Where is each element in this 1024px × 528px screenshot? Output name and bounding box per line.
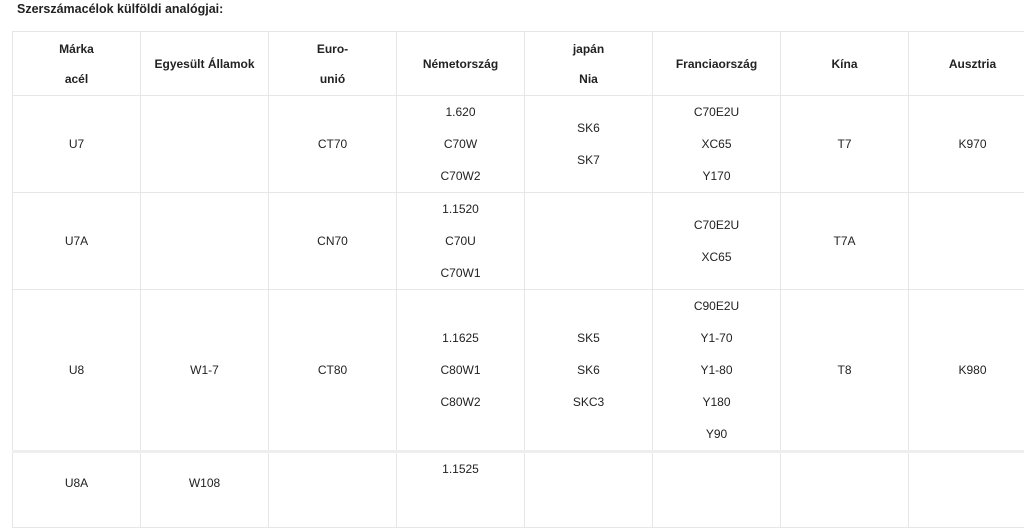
cell-value: Y170	[657, 160, 776, 192]
table-cell: K980	[909, 290, 1024, 452]
column-header: Ausztria	[909, 32, 1024, 96]
cell-value: W1-7	[145, 354, 264, 386]
cell-value: W108	[145, 467, 264, 499]
column-header: Egyesült Államok	[141, 32, 269, 96]
table-cell: CT70	[269, 96, 397, 193]
cell-value: U8	[17, 354, 136, 386]
cell-value: 1.1525	[401, 453, 520, 485]
cell-value: C70U	[401, 225, 520, 257]
header-text: Kína	[785, 49, 904, 79]
cell-value: CN70	[273, 225, 392, 257]
cell-value: U7	[17, 128, 136, 160]
cell-value: SK6	[529, 354, 648, 386]
cell-value: Y1-80	[657, 354, 776, 386]
table-cell: U7	[13, 96, 141, 193]
table-cell	[653, 452, 781, 528]
cell-value: C70W1	[401, 257, 520, 289]
table-cell: CN70	[269, 193, 397, 290]
page-title: Szerszámacélok külföldi analógjai:	[17, 0, 223, 18]
table-cell	[781, 452, 909, 528]
table-cell	[525, 452, 653, 528]
cell-value: SK7	[529, 144, 648, 176]
table-cell: 1.1525	[397, 452, 525, 528]
table-cell: W108	[141, 452, 269, 528]
column-header: Kína	[781, 32, 909, 96]
header-text: Ausztria	[913, 49, 1024, 79]
table-row: U8A W108 1.1525	[13, 452, 1024, 528]
cell-value: K980	[913, 354, 1024, 386]
cell-value: C80W1	[401, 354, 520, 386]
cell-value: SKC3	[529, 386, 648, 418]
column-header: Franciaország	[653, 32, 781, 96]
cell-value: C70W2	[401, 160, 520, 192]
header-text: acél	[17, 64, 136, 94]
cell-value: CT70	[273, 128, 392, 160]
cell-value: 1.1520	[401, 193, 520, 225]
table-cell: U7A	[13, 193, 141, 290]
header-text: Nia	[529, 64, 648, 94]
cell-value: XC65	[657, 128, 776, 160]
cell-value: SK5	[529, 322, 648, 354]
table-cell	[269, 452, 397, 528]
cell-value: Y1-70	[657, 322, 776, 354]
column-header: Euro-unió	[269, 32, 397, 96]
cell-value: C90E2U	[657, 290, 776, 322]
table-cell	[909, 193, 1024, 290]
cell-value: K970	[913, 128, 1024, 160]
table-cell	[141, 96, 269, 193]
table-cell	[141, 193, 269, 290]
table-cell	[525, 193, 653, 290]
cell-value: T8	[785, 354, 904, 386]
cell-value: Y90	[657, 418, 776, 450]
table-cell: T8	[781, 290, 909, 452]
header-text: Márka	[17, 34, 136, 64]
table-cell	[909, 452, 1024, 528]
cell-value: 1.1625	[401, 322, 520, 354]
cell-value: U8A	[17, 467, 136, 499]
cell-value: U7A	[17, 225, 136, 257]
table-cell: K970	[909, 96, 1024, 193]
header-text: Franciaország	[657, 49, 776, 79]
cell-value: C80W2	[401, 386, 520, 418]
cell-value: CT80	[273, 354, 392, 386]
table-cell: U8	[13, 290, 141, 452]
table-cell: T7A	[781, 193, 909, 290]
table-cell: T7	[781, 96, 909, 193]
header-text: Németország	[401, 49, 520, 79]
cell-value: T7A	[785, 225, 904, 257]
cell-value: C70E2U	[657, 209, 776, 241]
cell-value: 1.620	[401, 96, 520, 128]
header-text: unió	[273, 64, 392, 94]
header-text: Euro-	[273, 34, 392, 64]
column-header: Németország	[397, 32, 525, 96]
header-text: japán	[529, 34, 648, 64]
table-cell: W1-7	[141, 290, 269, 452]
cell-value: XC65	[657, 241, 776, 273]
cell-value: Y180	[657, 386, 776, 418]
cell-value: C70E2U	[657, 96, 776, 128]
table-cell: U8A	[13, 452, 141, 528]
cell-value: C70W	[401, 128, 520, 160]
header-text: Egyesült Államok	[145, 49, 264, 79]
table-cell: CT80	[269, 290, 397, 452]
cell-value: T7	[785, 128, 904, 160]
cell-value: SK6	[529, 112, 648, 144]
